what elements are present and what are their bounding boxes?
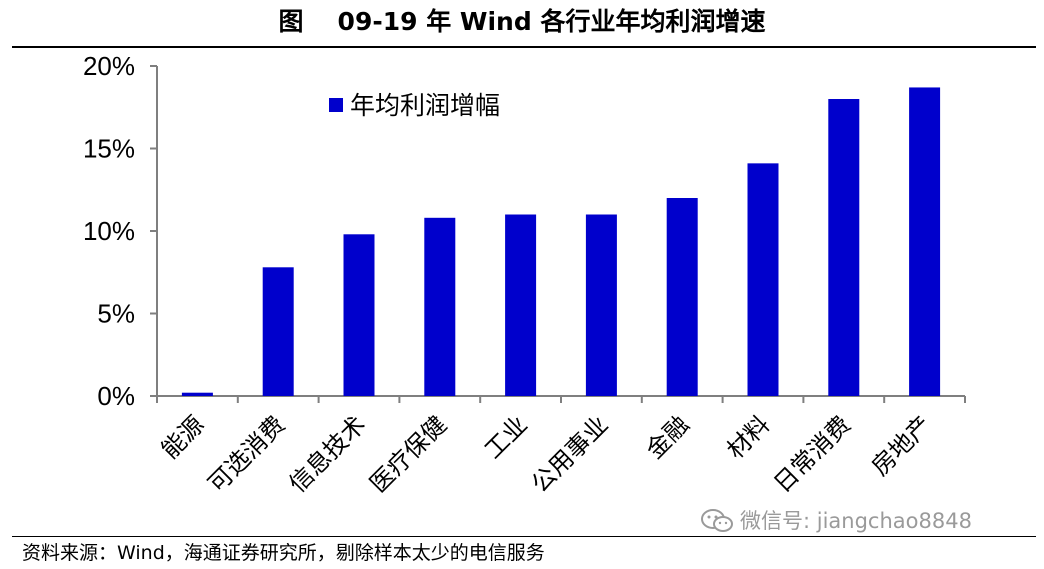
y-tick-label: 10% [83, 216, 135, 246]
chart-title: 09-19 年 Wind 各行业年均利润增速 [337, 7, 766, 36]
source-divider [12, 536, 1036, 537]
bar-series [181, 87, 941, 396]
bar [828, 99, 860, 396]
bar [585, 214, 617, 396]
x-tick-label: 可选消费 [203, 410, 291, 498]
title-divider [12, 46, 1036, 48]
bar [262, 267, 294, 396]
y-tick-label: 0% [97, 381, 135, 411]
wechat-icon [701, 509, 733, 532]
chart-title-bar: 图 09-19 年 Wind 各行业年均利润增速 [0, 0, 1044, 44]
bar [343, 234, 375, 396]
y-tick-label: 15% [83, 134, 135, 164]
bar [747, 163, 779, 396]
x-tick-label: 工业 [479, 410, 533, 464]
figure-label: 图 [278, 7, 304, 36]
x-tick-label: 医疗保健 [364, 410, 452, 498]
x-tick-label: 材料 [722, 410, 776, 464]
legend-label: 年均利润增幅 [350, 91, 500, 120]
x-tick-label: 能源 [156, 410, 210, 464]
x-tick-label: 房地产 [866, 410, 937, 481]
bar [505, 214, 537, 396]
y-axis: 0% 5% 10% 15% 20% [83, 51, 158, 411]
bar [909, 87, 941, 396]
watermark: 微信号: jiangchao8848 [700, 506, 972, 536]
y-tick-label: 20% [83, 51, 135, 81]
source-note: 资料来源：Wind，海通证券研究所，剔除样本太少的电信服务 [22, 542, 545, 564]
bar [666, 198, 698, 396]
y-tick-label: 5% [97, 299, 135, 329]
watermark-text: 微信号: jiangchao8848 [740, 509, 972, 533]
bar [424, 217, 456, 396]
x-tick-label: 日常消费 [768, 410, 856, 498]
legend: 年均利润增幅 [329, 91, 500, 120]
legend-swatch [329, 98, 343, 112]
x-tick-label: 公用事业 [526, 410, 614, 498]
bar [181, 392, 213, 396]
x-tick-label: 金融 [641, 410, 695, 464]
x-tick-label: 信息技术 [284, 410, 372, 498]
